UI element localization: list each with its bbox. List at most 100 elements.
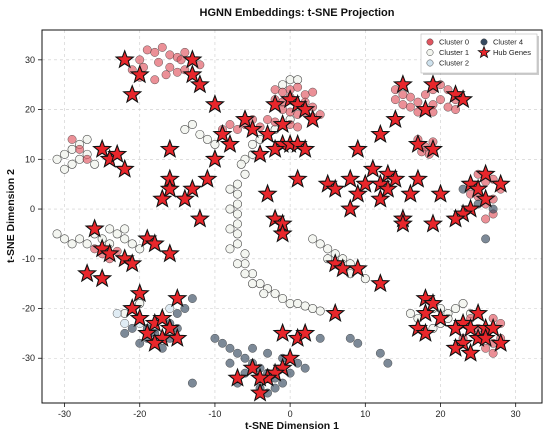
cluster-1-point <box>67 239 77 249</box>
hub-gene-star <box>265 138 286 158</box>
hub-gene-star <box>295 322 316 342</box>
legend-label-cluster-1: Cluster 1 <box>439 48 469 57</box>
hub-gene-star <box>287 94 308 114</box>
hub-gene-star <box>107 143 128 163</box>
hub-gene-star <box>137 228 158 248</box>
cluster-0-point <box>398 100 408 110</box>
cluster-1-points <box>52 75 476 333</box>
cluster-4-point <box>375 348 385 358</box>
hub-gene-star <box>242 357 263 377</box>
hub-gene-star <box>347 258 368 278</box>
cluster-4-point <box>315 333 325 343</box>
y-axis-ticks: -30 -20 -10 0 10 20 30 <box>22 55 42 363</box>
hub-gene-star <box>174 188 195 208</box>
cluster-1-point <box>240 259 250 269</box>
cluster-0-point <box>300 90 310 100</box>
cluster-1-point <box>120 234 130 244</box>
cluster-0-point <box>82 154 92 164</box>
cluster-4-point <box>187 378 197 388</box>
hub-gene-star <box>189 74 210 94</box>
hub-gene-star <box>475 163 496 183</box>
cluster-0-point <box>390 95 400 105</box>
hub-gene-star <box>250 382 271 402</box>
hub-gene-star <box>234 108 256 129</box>
hub-gene-star <box>265 208 286 228</box>
hub-gene-star <box>265 362 286 382</box>
hub-gene-star <box>370 273 391 293</box>
cluster-1-point <box>112 229 122 239</box>
hub-gene-star <box>272 113 293 134</box>
cluster-1-point <box>232 179 242 189</box>
x-tick-label: -20 <box>133 409 146 419</box>
cluster-0-point <box>406 92 415 102</box>
cluster-1-point <box>60 234 70 244</box>
hub-gene-star <box>302 108 323 129</box>
hub-gene-star <box>137 322 158 342</box>
cluster-4-point <box>248 343 257 353</box>
hub-gene-star <box>122 253 143 273</box>
legend-label-cluster-2: Cluster 2 <box>439 59 469 68</box>
hub-gene-star <box>422 74 444 94</box>
cluster-1-point <box>308 234 318 244</box>
chart-title: HGNN Embeddings: t-SNE Projection <box>200 7 395 19</box>
cluster-4-point <box>218 338 227 348</box>
cluster-4-point <box>225 358 235 368</box>
y-tick-label: 20 <box>25 105 35 115</box>
hub-gene-star <box>415 302 436 323</box>
cluster-1-point <box>127 239 137 249</box>
hub-gene-star <box>295 99 316 119</box>
hub-gene-star <box>400 183 421 203</box>
legend-marker-cluster-0 <box>426 38 434 46</box>
cluster-1-point <box>105 224 115 234</box>
cluster-1-point <box>232 229 242 239</box>
hub-gene-star <box>430 307 451 327</box>
cluster-0-point <box>413 97 423 107</box>
cluster-4-point <box>225 343 235 353</box>
hub-gene-star <box>415 99 436 119</box>
cluster-0-point <box>172 67 182 77</box>
hub-gene-star <box>122 297 143 318</box>
hub-gene-star <box>77 263 98 283</box>
hub-gene-star <box>287 168 308 188</box>
cluster-1-point <box>285 75 295 85</box>
hub-gene-star <box>475 327 496 347</box>
cluster-0-point <box>270 85 280 95</box>
hub-gene-star <box>280 89 301 109</box>
cluster-4-point <box>187 294 197 303</box>
cluster-0-point <box>75 144 84 154</box>
hub-gene-star <box>453 332 474 352</box>
cluster-0-point <box>176 55 186 65</box>
hub-gene-star <box>392 213 413 233</box>
cluster-4-point <box>263 348 272 358</box>
hub-gene-star <box>265 94 286 114</box>
cluster-0-point <box>225 120 235 129</box>
y-tick-label: 30 <box>25 55 35 65</box>
cluster-1-point <box>232 239 242 249</box>
hub-gene-star <box>415 322 436 342</box>
legend-label-hub-genes: Hub Genes <box>493 48 531 57</box>
hub-gene-star <box>197 168 218 188</box>
x-tick-label: -30 <box>58 409 71 419</box>
hub-gene-star <box>272 357 293 377</box>
x-tick-label: 30 <box>511 409 521 419</box>
hub-gene-star <box>167 288 188 308</box>
hub-gene-star <box>370 173 391 193</box>
cluster-1-point <box>202 134 212 144</box>
hub-gene-star <box>460 173 481 193</box>
cluster-1-point <box>225 184 235 194</box>
cluster-4-point <box>300 363 310 373</box>
hub-gene-star <box>212 123 233 143</box>
cluster-0-point <box>157 43 167 52</box>
cluster-1-point <box>240 169 250 179</box>
y-tick-label: 10 <box>25 154 35 164</box>
hub-gene-star <box>182 49 203 69</box>
cluster-1-point <box>82 134 92 144</box>
hub-gene-star <box>385 168 406 188</box>
cluster-1-point <box>308 304 318 314</box>
cluster-0-point <box>398 90 408 100</box>
cluster-4-point <box>353 338 363 348</box>
hub-gene-star <box>347 138 368 158</box>
hub-gene-star <box>144 332 165 352</box>
cluster-0-point <box>481 214 491 224</box>
